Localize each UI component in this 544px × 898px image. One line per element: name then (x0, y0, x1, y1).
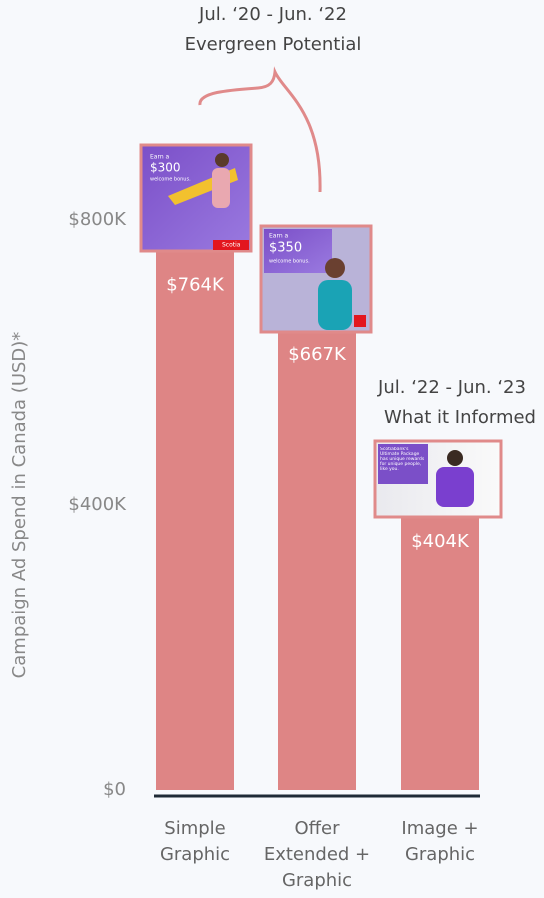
bar (278, 314, 356, 790)
thumbnail: Earn a $350 welcome bonus. (259, 224, 373, 334)
annotation: Jul. ‘22 - Jun. ‘23 (377, 377, 526, 398)
thumb-text: Earn a (150, 154, 170, 161)
x-tick-label: Offer Extended + Graphic (263, 818, 371, 891)
thumb-text: Scotiabank's Ultimate Package has unique… (380, 447, 425, 472)
thumb-text: welcome bonus. (269, 259, 310, 265)
thumbnail: Earn a $300 welcome bonus. Scotia (139, 143, 253, 253)
y-axis-label: Campaign Ad Spend in Canada (USD)* (9, 332, 30, 679)
thumb-text: Earn a (269, 233, 289, 240)
value-label: $764K (166, 275, 225, 296)
thumb-text: $350 (269, 241, 302, 256)
annotation: Evergreen Potential (185, 34, 362, 55)
thumb-text: welcome bonus. (150, 177, 191, 183)
brace (198, 66, 322, 193)
thumbnail: Scotiabank's Ultimate Package has unique… (373, 439, 503, 519)
x-tick-label: Image + Graphic (401, 818, 479, 865)
thumb-text: Scotia (222, 242, 241, 249)
value-label: $404K (411, 531, 470, 552)
bar (156, 245, 234, 790)
bar (401, 502, 479, 790)
value-label: $667K (288, 344, 347, 365)
y-tick-label: $400K (68, 494, 127, 515)
y-tick-label: $800K (68, 209, 127, 230)
annotation: What it Informed (384, 407, 536, 428)
x-tick-label: Simple Graphic (159, 818, 231, 865)
y-tick-label: $0 (103, 779, 126, 800)
thumb-text: $300 (150, 161, 181, 175)
annotation: Jul. ‘20 - Jun. ‘22 (198, 4, 347, 25)
